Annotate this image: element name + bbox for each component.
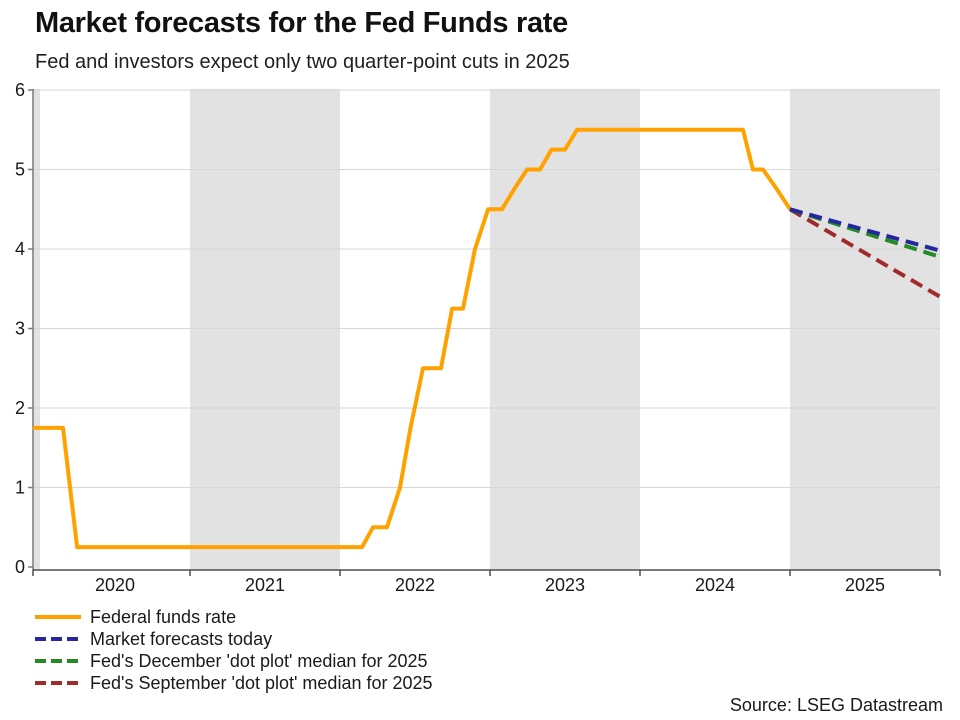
y-axis-label: 6	[15, 80, 25, 100]
x-axis-year-label: 2022	[395, 575, 435, 595]
year-shaded-band	[33, 89, 40, 570]
page-subtitle: Fed and investors expect only two quarte…	[35, 51, 570, 73]
year-shaded-band	[190, 89, 340, 570]
x-axis-year-label: 2025	[845, 575, 885, 595]
legend-label: Federal funds rate	[90, 607, 237, 627]
legend-label: Market forecasts today	[90, 629, 273, 649]
year-shaded-band	[490, 89, 640, 570]
y-axis-label: 3	[15, 319, 25, 339]
legend-item: Fed's December 'dot plot' median for 202…	[35, 650, 433, 672]
year-shaded-band	[790, 89, 940, 570]
x-axis-year-label: 2023	[545, 575, 585, 595]
y-axis-label: 1	[15, 478, 25, 498]
legend-label: Fed's September 'dot plot' median for 20…	[90, 673, 433, 693]
legend-item: Market forecasts today	[35, 628, 433, 650]
series-line-sep-dot-plot-median-2025	[788, 207, 942, 299]
chart-legend: Federal funds rate Market forecasts today…	[35, 606, 433, 694]
fed-funds-rate-chart: 0 1 2 3 4 5 6 2020 2021 2022 2023 2024 2025	[15, 80, 942, 595]
legend-swatch-sep-dot-plot-median-2025	[35, 681, 81, 685]
legend-swatch-dec-dot-plot-median-2025	[35, 659, 81, 663]
y-axis-label: 2	[15, 398, 25, 418]
legend-swatch-market-forecasts-today	[35, 637, 81, 641]
x-axis-year-label: 2024	[695, 575, 735, 595]
legend-item: Fed's September 'dot plot' median for 20…	[35, 672, 433, 694]
series-line-market-forecasts-today	[789, 207, 941, 253]
y-axis-label: 4	[15, 239, 25, 259]
legend-item: Federal funds rate	[35, 606, 433, 628]
y-axis-label: 5	[15, 160, 25, 180]
x-axis-year-label: 2021	[245, 575, 285, 595]
y-axis-label: 0	[15, 557, 25, 577]
source-label: Source: LSEG Datastream	[729, 695, 943, 715]
x-axis-year-label: 2020	[95, 575, 135, 595]
legend-swatch-federal-funds-rate	[35, 615, 81, 619]
legend-label: Fed's December 'dot plot' median for 202…	[90, 651, 428, 671]
page-title: Market forecasts for the Fed Funds rate	[35, 7, 568, 39]
series-line-federal-funds-rate	[32, 127, 792, 550]
